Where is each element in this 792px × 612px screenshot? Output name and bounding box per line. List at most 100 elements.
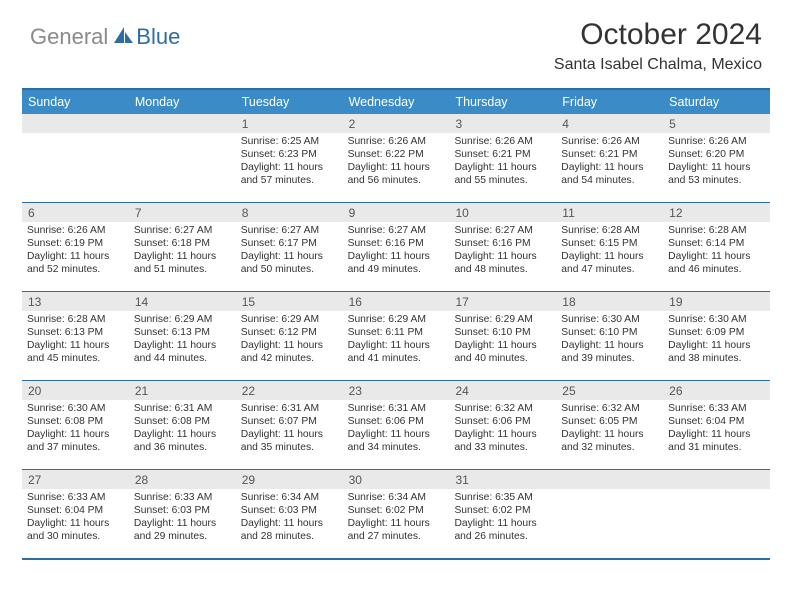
calendar-body: 1Sunrise: 6:25 AM Sunset: 6:23 PM Daylig…	[22, 114, 770, 558]
day-number: 7	[129, 203, 236, 222]
calendar-day: 14Sunrise: 6:29 AM Sunset: 6:13 PM Dayli…	[129, 292, 236, 380]
calendar-week: 1Sunrise: 6:25 AM Sunset: 6:23 PM Daylig…	[22, 114, 770, 203]
calendar-day: 5Sunrise: 6:26 AM Sunset: 6:20 PM Daylig…	[663, 114, 770, 202]
day-number: 26	[663, 381, 770, 400]
day-info: Sunrise: 6:28 AM Sunset: 6:15 PM Dayligh…	[556, 222, 663, 282]
calendar-day: 31Sunrise: 6:35 AM Sunset: 6:02 PM Dayli…	[449, 470, 556, 558]
calendar-day: 19Sunrise: 6:30 AM Sunset: 6:09 PM Dayli…	[663, 292, 770, 380]
col-tuesday: Tuesday	[236, 90, 343, 114]
calendar-week: 13Sunrise: 6:28 AM Sunset: 6:13 PM Dayli…	[22, 292, 770, 381]
calendar-day: 3Sunrise: 6:26 AM Sunset: 6:21 PM Daylig…	[449, 114, 556, 202]
calendar-day: 18Sunrise: 6:30 AM Sunset: 6:10 PM Dayli…	[556, 292, 663, 380]
day-info: Sunrise: 6:34 AM Sunset: 6:03 PM Dayligh…	[236, 489, 343, 549]
calendar-day: 25Sunrise: 6:32 AM Sunset: 6:05 PM Dayli…	[556, 381, 663, 469]
calendar-day: 2Sunrise: 6:26 AM Sunset: 6:22 PM Daylig…	[343, 114, 450, 202]
day-number: 31	[449, 470, 556, 489]
calendar-day: 22Sunrise: 6:31 AM Sunset: 6:07 PM Dayli…	[236, 381, 343, 469]
day-info: Sunrise: 6:26 AM Sunset: 6:20 PM Dayligh…	[663, 133, 770, 193]
day-info: Sunrise: 6:26 AM Sunset: 6:21 PM Dayligh…	[556, 133, 663, 193]
day-number: 14	[129, 292, 236, 311]
day-info	[556, 489, 663, 498]
day-info: Sunrise: 6:27 AM Sunset: 6:16 PM Dayligh…	[343, 222, 450, 282]
calendar-day: 26Sunrise: 6:33 AM Sunset: 6:04 PM Dayli…	[663, 381, 770, 469]
calendar-day: 8Sunrise: 6:27 AM Sunset: 6:17 PM Daylig…	[236, 203, 343, 291]
day-number: 2	[343, 114, 450, 133]
col-thursday: Thursday	[449, 90, 556, 114]
day-info: Sunrise: 6:31 AM Sunset: 6:06 PM Dayligh…	[343, 400, 450, 460]
day-info: Sunrise: 6:33 AM Sunset: 6:04 PM Dayligh…	[22, 489, 129, 549]
day-info: Sunrise: 6:31 AM Sunset: 6:07 PM Dayligh…	[236, 400, 343, 460]
calendar-day	[129, 114, 236, 202]
calendar-day: 17Sunrise: 6:29 AM Sunset: 6:10 PM Dayli…	[449, 292, 556, 380]
calendar-day: 1Sunrise: 6:25 AM Sunset: 6:23 PM Daylig…	[236, 114, 343, 202]
calendar-day: 4Sunrise: 6:26 AM Sunset: 6:21 PM Daylig…	[556, 114, 663, 202]
day-number: 16	[343, 292, 450, 311]
day-info: Sunrise: 6:32 AM Sunset: 6:05 PM Dayligh…	[556, 400, 663, 460]
col-monday: Monday	[129, 90, 236, 114]
logo-text-general: General	[30, 24, 108, 50]
calendar-day: 30Sunrise: 6:34 AM Sunset: 6:02 PM Dayli…	[343, 470, 450, 558]
day-info: Sunrise: 6:27 AM Sunset: 6:18 PM Dayligh…	[129, 222, 236, 282]
calendar-day: 16Sunrise: 6:29 AM Sunset: 6:11 PM Dayli…	[343, 292, 450, 380]
day-number: 12	[663, 203, 770, 222]
calendar-header-row: Sunday Monday Tuesday Wednesday Thursday…	[22, 90, 770, 114]
day-number: 15	[236, 292, 343, 311]
calendar-day: 21Sunrise: 6:31 AM Sunset: 6:08 PM Dayli…	[129, 381, 236, 469]
col-wednesday: Wednesday	[343, 90, 450, 114]
day-info: Sunrise: 6:29 AM Sunset: 6:13 PM Dayligh…	[129, 311, 236, 371]
col-friday: Friday	[556, 90, 663, 114]
day-info: Sunrise: 6:34 AM Sunset: 6:02 PM Dayligh…	[343, 489, 450, 549]
calendar-week: 27Sunrise: 6:33 AM Sunset: 6:04 PM Dayli…	[22, 470, 770, 558]
calendar: Sunday Monday Tuesday Wednesday Thursday…	[22, 88, 770, 560]
day-info: Sunrise: 6:27 AM Sunset: 6:17 PM Dayligh…	[236, 222, 343, 282]
title-block: October 2024 Santa Isabel Chalma, Mexico	[554, 18, 762, 74]
day-number: 6	[22, 203, 129, 222]
day-number: 29	[236, 470, 343, 489]
day-info: Sunrise: 6:30 AM Sunset: 6:10 PM Dayligh…	[556, 311, 663, 371]
day-number: 28	[129, 470, 236, 489]
page-header: General Blue October 2024 Santa Isabel C…	[0, 0, 792, 80]
day-info: Sunrise: 6:29 AM Sunset: 6:10 PM Dayligh…	[449, 311, 556, 371]
calendar-day	[663, 470, 770, 558]
day-info: Sunrise: 6:28 AM Sunset: 6:14 PM Dayligh…	[663, 222, 770, 282]
day-number: 23	[343, 381, 450, 400]
calendar-day: 10Sunrise: 6:27 AM Sunset: 6:16 PM Dayli…	[449, 203, 556, 291]
calendar-day: 24Sunrise: 6:32 AM Sunset: 6:06 PM Dayli…	[449, 381, 556, 469]
calendar-day: 6Sunrise: 6:26 AM Sunset: 6:19 PM Daylig…	[22, 203, 129, 291]
day-info: Sunrise: 6:33 AM Sunset: 6:03 PM Dayligh…	[129, 489, 236, 549]
day-info: Sunrise: 6:26 AM Sunset: 6:21 PM Dayligh…	[449, 133, 556, 193]
calendar-day: 11Sunrise: 6:28 AM Sunset: 6:15 PM Dayli…	[556, 203, 663, 291]
day-number: 21	[129, 381, 236, 400]
calendar-day: 28Sunrise: 6:33 AM Sunset: 6:03 PM Dayli…	[129, 470, 236, 558]
calendar-week: 20Sunrise: 6:30 AM Sunset: 6:08 PM Dayli…	[22, 381, 770, 470]
day-info: Sunrise: 6:35 AM Sunset: 6:02 PM Dayligh…	[449, 489, 556, 549]
day-number: 1	[236, 114, 343, 133]
day-info: Sunrise: 6:29 AM Sunset: 6:12 PM Dayligh…	[236, 311, 343, 371]
day-info	[22, 133, 129, 142]
day-number	[663, 470, 770, 489]
day-info	[129, 133, 236, 142]
calendar-day: 9Sunrise: 6:27 AM Sunset: 6:16 PM Daylig…	[343, 203, 450, 291]
day-info: Sunrise: 6:26 AM Sunset: 6:22 PM Dayligh…	[343, 133, 450, 193]
day-info	[663, 489, 770, 498]
day-number: 8	[236, 203, 343, 222]
day-info: Sunrise: 6:33 AM Sunset: 6:04 PM Dayligh…	[663, 400, 770, 460]
day-number: 24	[449, 381, 556, 400]
day-number: 20	[22, 381, 129, 400]
day-number: 9	[343, 203, 450, 222]
day-info: Sunrise: 6:29 AM Sunset: 6:11 PM Dayligh…	[343, 311, 450, 371]
page-title: October 2024	[554, 18, 762, 52]
calendar-day: 15Sunrise: 6:29 AM Sunset: 6:12 PM Dayli…	[236, 292, 343, 380]
day-info: Sunrise: 6:25 AM Sunset: 6:23 PM Dayligh…	[236, 133, 343, 193]
calendar-day	[22, 114, 129, 202]
day-number: 27	[22, 470, 129, 489]
day-number	[129, 114, 236, 133]
day-number: 13	[22, 292, 129, 311]
calendar-day: 23Sunrise: 6:31 AM Sunset: 6:06 PM Dayli…	[343, 381, 450, 469]
day-number: 4	[556, 114, 663, 133]
day-number	[22, 114, 129, 133]
day-number: 30	[343, 470, 450, 489]
calendar-day: 27Sunrise: 6:33 AM Sunset: 6:04 PM Dayli…	[22, 470, 129, 558]
day-info: Sunrise: 6:32 AM Sunset: 6:06 PM Dayligh…	[449, 400, 556, 460]
calendar-day: 12Sunrise: 6:28 AM Sunset: 6:14 PM Dayli…	[663, 203, 770, 291]
